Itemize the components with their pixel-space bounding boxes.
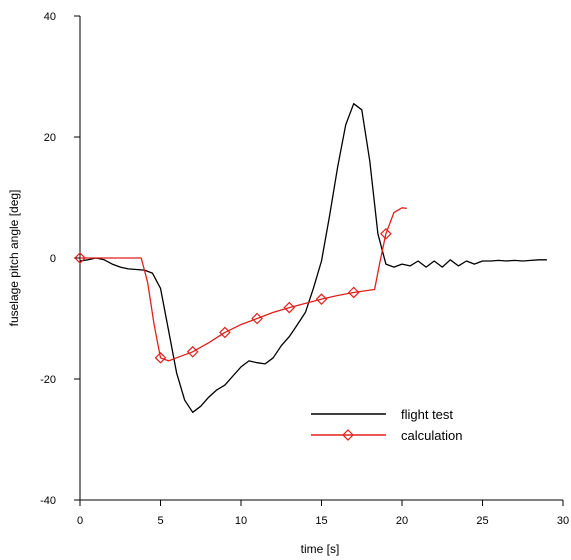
legend: flight test calculation [311,407,462,443]
x-tick-label: 0 [77,515,83,527]
x-tick-label: 10 [235,515,247,527]
data-point-marker [315,293,328,305]
x-tick-label: 20 [396,515,408,527]
x-tick-label: 15 [315,515,327,527]
legend-label: calculation [401,428,462,443]
y-tick-label: -40 [40,495,56,507]
y-tick-label: 20 [44,132,56,144]
data-point-marker [251,312,263,325]
data-point-marker [380,227,392,240]
x-tick-label: 30 [557,515,569,527]
x-axis-title: time [s] [301,542,340,556]
data-point-marker [283,301,296,314]
y-tick-label: 0 [50,253,56,265]
series-line-calculation [80,207,407,362]
y-tick-label: -20 [40,374,56,386]
data-point-marker [74,252,86,264]
x-tick-label: 5 [157,515,163,527]
y-tick-label: 40 [44,11,56,23]
y-axis-title: fuselage pitch angle [deg] [7,190,21,327]
legend-label: flight test [401,407,453,422]
legend-marker [342,429,354,441]
axes: 0 5 10 15 20 25 30 -40 -20 0 20 40 [40,11,569,527]
x-tick-label: 25 [476,515,488,527]
data-point-marker [154,351,167,364]
data-point-marker [347,286,360,299]
series-line-flight-test [79,103,547,413]
data-point-marker [219,326,231,339]
series-layer [74,103,547,413]
data-point-marker [186,345,199,358]
